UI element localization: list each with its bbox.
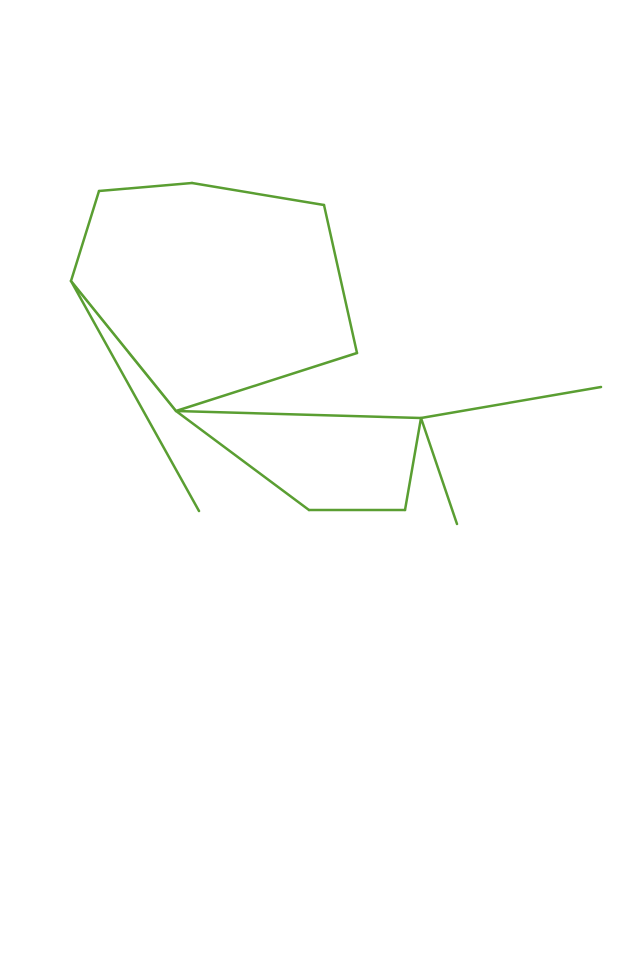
edge-v6-v1: [69, 189, 101, 283]
edge-v9-v10: [174, 409, 311, 512]
edge-v7-v8: [403, 416, 423, 512]
edge-v2-v3: [190, 181, 326, 207]
edge-v10-v6: [69, 279, 178, 413]
edge-v7-v13: [419, 416, 459, 526]
edge-v7-v12: [419, 385, 603, 420]
edge-v6-v11: [69, 279, 201, 513]
edge-v3-v4: [322, 203, 359, 355]
edge-v1-v2: [97, 181, 194, 193]
edge-group: [69, 181, 603, 526]
edge-v4-v5: [174, 351, 359, 413]
edge-v5-v7: [174, 409, 423, 420]
